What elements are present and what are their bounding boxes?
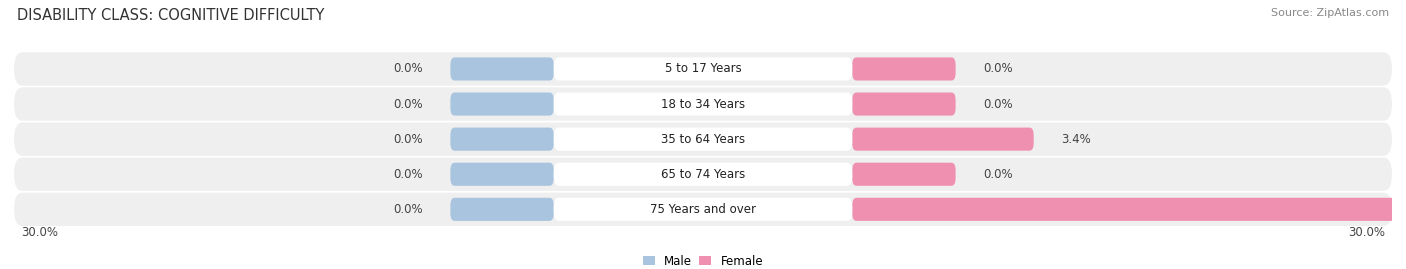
FancyBboxPatch shape [554,163,852,186]
Text: 18 to 34 Years: 18 to 34 Years [661,98,745,111]
FancyBboxPatch shape [450,57,554,80]
Text: 75 Years and over: 75 Years and over [650,203,756,216]
Text: 3.4%: 3.4% [1062,133,1091,146]
FancyBboxPatch shape [554,128,852,151]
Text: 0.0%: 0.0% [983,62,1012,76]
Text: 0.0%: 0.0% [394,98,423,111]
Text: 35 to 64 Years: 35 to 64 Years [661,133,745,146]
FancyBboxPatch shape [450,93,554,116]
Text: 0.0%: 0.0% [394,133,423,146]
FancyBboxPatch shape [450,198,554,221]
Text: DISABILITY CLASS: COGNITIVE DIFFICULTY: DISABILITY CLASS: COGNITIVE DIFFICULTY [17,8,325,23]
FancyBboxPatch shape [852,57,956,80]
FancyBboxPatch shape [14,87,1392,121]
FancyBboxPatch shape [852,198,1406,221]
Text: 5 to 17 Years: 5 to 17 Years [665,62,741,76]
Text: 30.0%: 30.0% [21,226,58,239]
FancyBboxPatch shape [14,52,1392,86]
Text: 0.0%: 0.0% [394,203,423,216]
Text: Source: ZipAtlas.com: Source: ZipAtlas.com [1271,8,1389,18]
Text: 0.0%: 0.0% [394,168,423,181]
FancyBboxPatch shape [554,57,852,80]
FancyBboxPatch shape [450,163,554,186]
Text: 0.0%: 0.0% [983,168,1012,181]
Text: 65 to 74 Years: 65 to 74 Years [661,168,745,181]
FancyBboxPatch shape [14,122,1392,156]
Legend: Male, Female: Male, Female [638,250,768,269]
Text: 0.0%: 0.0% [983,98,1012,111]
FancyBboxPatch shape [852,128,1033,151]
FancyBboxPatch shape [14,193,1392,226]
FancyBboxPatch shape [852,93,956,116]
FancyBboxPatch shape [554,93,852,116]
FancyBboxPatch shape [554,198,852,221]
FancyBboxPatch shape [852,163,956,186]
FancyBboxPatch shape [450,128,554,151]
Text: 30.0%: 30.0% [1348,226,1385,239]
Text: 0.0%: 0.0% [394,62,423,76]
FancyBboxPatch shape [14,158,1392,191]
